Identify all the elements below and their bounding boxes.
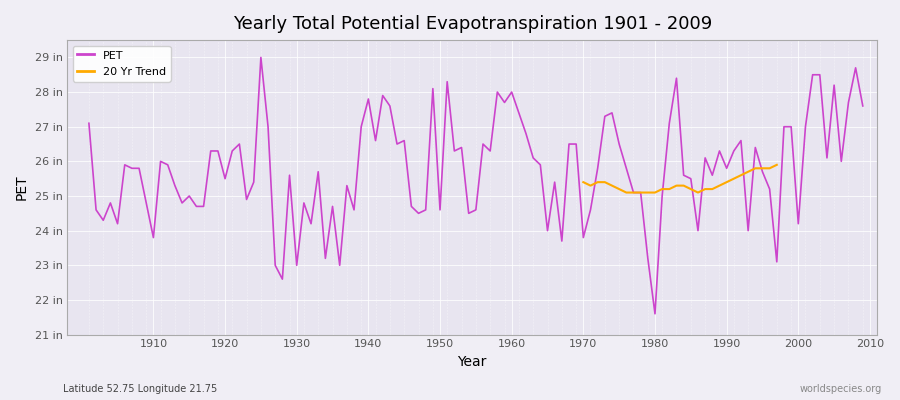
Text: worldspecies.org: worldspecies.org	[800, 384, 882, 394]
Text: Latitude 52.75 Longitude 21.75: Latitude 52.75 Longitude 21.75	[63, 384, 217, 394]
Title: Yearly Total Potential Evapotranspiration 1901 - 2009: Yearly Total Potential Evapotranspiratio…	[232, 15, 712, 33]
X-axis label: Year: Year	[457, 355, 487, 369]
Legend: PET, 20 Yr Trend: PET, 20 Yr Trend	[73, 46, 170, 82]
Y-axis label: PET: PET	[15, 174, 29, 200]
